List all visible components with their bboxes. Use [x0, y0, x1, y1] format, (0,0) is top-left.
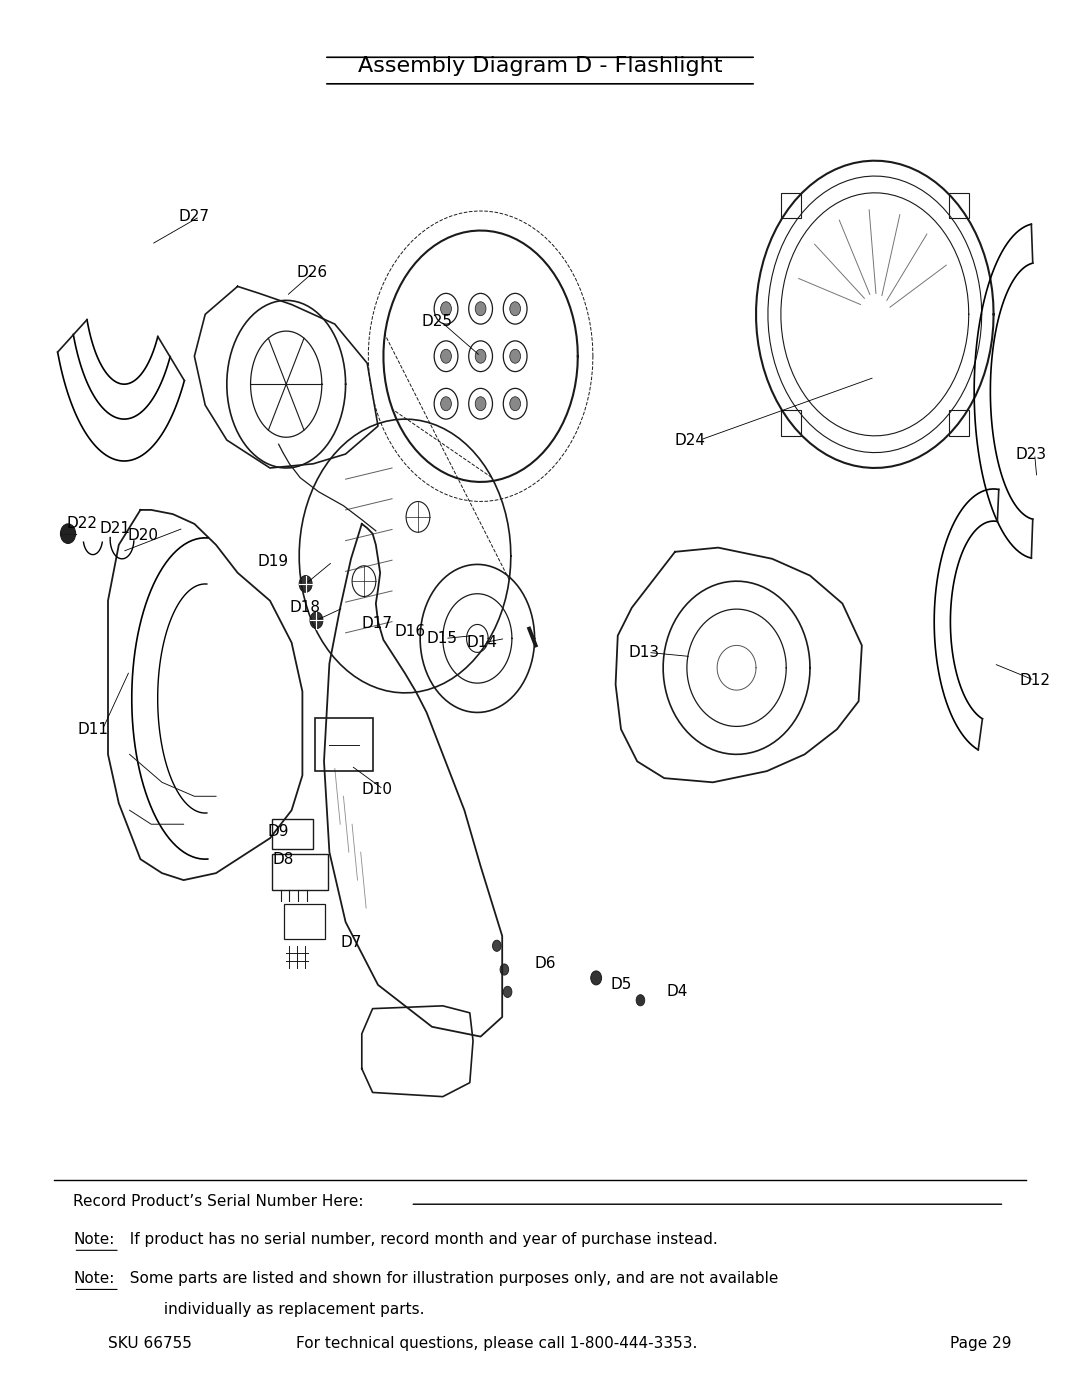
Text: Some parts are listed and shown for illustration purposes only, and are not avai: Some parts are listed and shown for illu… — [120, 1271, 779, 1287]
Circle shape — [510, 302, 521, 316]
Text: D7: D7 — [340, 936, 362, 950]
Circle shape — [441, 302, 451, 316]
Text: D23: D23 — [1015, 447, 1047, 461]
Text: D24: D24 — [675, 433, 706, 447]
Circle shape — [441, 397, 451, 411]
Text: D27: D27 — [178, 210, 210, 224]
Text: D26: D26 — [297, 265, 328, 279]
Text: D6: D6 — [535, 957, 556, 971]
Text: D12: D12 — [1020, 673, 1051, 687]
Circle shape — [310, 612, 323, 629]
Text: D16: D16 — [394, 624, 426, 638]
Circle shape — [500, 964, 509, 975]
Circle shape — [591, 971, 602, 985]
Text: For technical questions, please call 1-800-444-3353.: For technical questions, please call 1-8… — [296, 1337, 698, 1351]
Text: Record Product’s Serial Number Here:: Record Product’s Serial Number Here: — [73, 1194, 364, 1208]
Text: D20: D20 — [127, 528, 159, 542]
Circle shape — [510, 397, 521, 411]
Text: Note:: Note: — [73, 1232, 114, 1248]
Text: D5: D5 — [610, 978, 632, 992]
Text: D10: D10 — [362, 782, 393, 796]
Bar — [315, 718, 373, 771]
Circle shape — [475, 349, 486, 363]
Bar — [781, 193, 800, 218]
Text: SKU 66755: SKU 66755 — [108, 1337, 192, 1351]
Bar — [272, 854, 328, 890]
Bar — [272, 819, 313, 849]
Text: D15: D15 — [427, 631, 458, 645]
Text: D25: D25 — [421, 314, 453, 328]
Text: individually as replacement parts.: individually as replacement parts. — [120, 1302, 424, 1317]
Circle shape — [492, 940, 501, 951]
Circle shape — [60, 524, 76, 543]
Text: D11: D11 — [78, 722, 109, 736]
Text: D14: D14 — [467, 636, 498, 650]
Text: D4: D4 — [666, 985, 688, 999]
Text: Assembly Diagram D - Flashlight: Assembly Diagram D - Flashlight — [357, 56, 723, 75]
Bar — [284, 904, 325, 939]
Text: Page 29: Page 29 — [950, 1337, 1012, 1351]
Text: D19: D19 — [257, 555, 288, 569]
Text: If product has no serial number, record month and year of purchase instead.: If product has no serial number, record … — [120, 1232, 717, 1248]
Text: D9: D9 — [268, 824, 289, 838]
Text: D17: D17 — [362, 616, 393, 630]
Circle shape — [503, 986, 512, 997]
Bar — [949, 411, 969, 436]
Circle shape — [475, 302, 486, 316]
Text: D8: D8 — [272, 852, 294, 866]
Text: D18: D18 — [289, 601, 321, 615]
Circle shape — [299, 576, 312, 592]
Circle shape — [475, 397, 486, 411]
Text: D13: D13 — [629, 645, 660, 659]
Bar — [949, 193, 969, 218]
Circle shape — [510, 349, 521, 363]
Text: D22: D22 — [67, 517, 98, 531]
Circle shape — [636, 995, 645, 1006]
Bar — [781, 411, 800, 436]
Text: D21: D21 — [99, 521, 131, 535]
Text: Note:: Note: — [73, 1271, 114, 1287]
Circle shape — [441, 349, 451, 363]
